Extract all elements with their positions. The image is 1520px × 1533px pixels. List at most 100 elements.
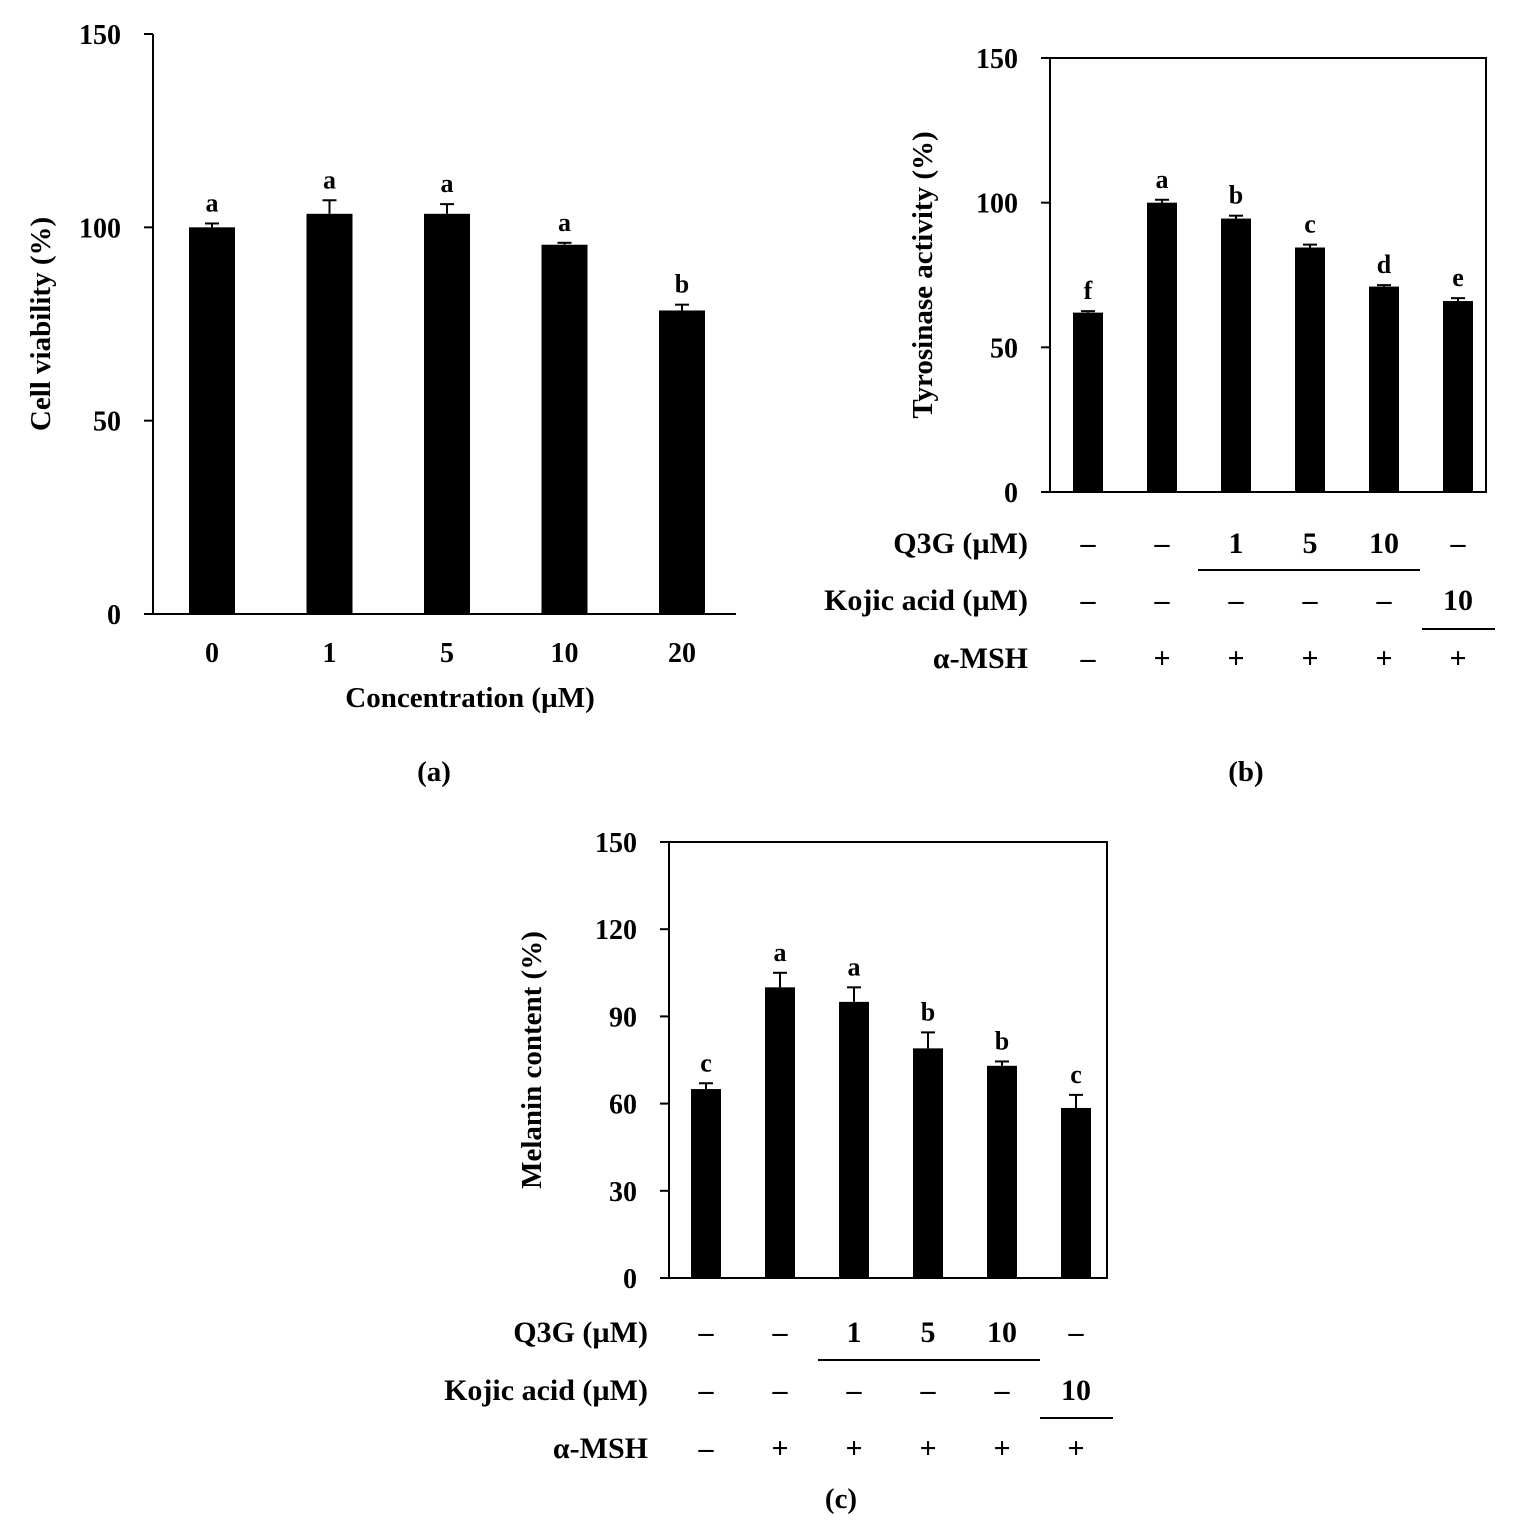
significance-letter: a: [848, 952, 861, 981]
panel-b-tyrosinase-activity-chart: 0 50 100 150 Tyrosinase activity (%) f a b c d e Q3…: [824, 44, 1495, 788]
bar: [987, 1065, 1017, 1278]
bar: [306, 213, 353, 615]
y-axis-title: Melanin content (%): [516, 931, 548, 1189]
y-tick-label: 150: [79, 20, 121, 51]
condition-cell: 1: [847, 1316, 862, 1349]
condition-row-label: α-MSH: [553, 1432, 648, 1465]
condition-cell: 10: [1369, 527, 1399, 560]
condition-cell: –: [1080, 642, 1097, 675]
condition-cell: 5: [921, 1316, 936, 1349]
condition-cell: –: [698, 1316, 715, 1349]
condition-cell: 10: [1061, 1374, 1091, 1407]
condition-cell: –: [1302, 584, 1319, 617]
condition-cell: –: [1080, 584, 1097, 617]
condition-cell: +: [1227, 642, 1244, 675]
significance-letter: a: [558, 208, 571, 237]
bar: [913, 1048, 943, 1278]
significance-letter: b: [675, 270, 689, 299]
x-tick-label: 1: [323, 638, 337, 669]
panel-label: (b): [1228, 756, 1263, 788]
bar: [839, 1001, 869, 1278]
bar: [1369, 286, 1399, 492]
y-tick-label: 90: [609, 1002, 637, 1033]
bar: [1073, 312, 1103, 492]
condition-cell: 10: [987, 1316, 1017, 1349]
condition-cell: +: [771, 1432, 788, 1465]
y-tick-label: 100: [976, 189, 1018, 220]
significance-letter: b: [995, 1026, 1009, 1055]
y-tick-label: 100: [79, 213, 121, 244]
x-tick-label: 5: [440, 638, 454, 669]
y-tick-label: 30: [609, 1177, 637, 1208]
panel-label: (c): [825, 1483, 857, 1515]
condition-cell: –: [698, 1432, 715, 1465]
bar: [1443, 301, 1473, 492]
condition-cell: 10: [1443, 584, 1473, 617]
y-axis-title: Cell viability (%): [25, 217, 57, 431]
condition-cell: –: [846, 1374, 863, 1407]
y-axis-title: Tyrosinase activity (%): [907, 131, 939, 418]
condition-cell: –: [1154, 584, 1171, 617]
plot-frame: [1049, 57, 1487, 493]
y-tick-label: 50: [990, 333, 1018, 364]
bar: [541, 244, 588, 614]
y-tick-label: 0: [1004, 478, 1018, 509]
condition-cell: +: [1301, 642, 1318, 675]
condition-cell: +: [1067, 1432, 1084, 1465]
y-tick-label: 150: [976, 44, 1018, 75]
significance-letter: a: [1156, 165, 1169, 194]
plot-frame: [668, 841, 1108, 1279]
bar: [189, 227, 235, 615]
y-tick-label: 150: [595, 828, 637, 859]
condition-row-label: Kojic acid (µM): [824, 584, 1028, 617]
condition-row-label: α-MSH: [933, 642, 1028, 675]
condition-cell: 5: [1303, 527, 1318, 560]
bar: [1147, 202, 1177, 492]
significance-letter: c: [700, 1048, 712, 1077]
condition-cell: –: [1154, 527, 1171, 560]
y-tick-label: 0: [107, 600, 121, 631]
condition-cell: –: [994, 1374, 1011, 1407]
condition-cell: –: [920, 1374, 937, 1407]
significance-letter: b: [921, 997, 935, 1026]
y-tick-label: 50: [93, 407, 121, 438]
condition-row-label: Q3G (µM): [513, 1316, 648, 1349]
condition-row-label: Q3G (µM): [893, 527, 1028, 560]
bar: [765, 987, 795, 1278]
condition-cell: –: [1376, 584, 1393, 617]
condition-cell: –: [1080, 527, 1097, 560]
y-tick-label: 120: [595, 915, 637, 946]
condition-cell: +: [1375, 642, 1392, 675]
condition-cell: +: [993, 1432, 1010, 1465]
x-tick-label: 0: [205, 638, 219, 669]
x-tick-label: 20: [668, 638, 696, 669]
condition-cell: –: [772, 1316, 789, 1349]
significance-letter: c: [1070, 1060, 1082, 1089]
panel-label: (a): [417, 756, 451, 788]
condition-cell: –: [1450, 527, 1467, 560]
condition-cell: +: [1449, 642, 1466, 675]
significance-letter: b: [1229, 181, 1243, 210]
y-tick-label: 60: [609, 1090, 637, 1121]
significance-letter: a: [323, 165, 336, 194]
bar: [691, 1089, 721, 1278]
bar: [1295, 247, 1325, 492]
condition-cell: –: [1068, 1316, 1085, 1349]
bar: [1061, 1107, 1091, 1278]
condition-cell: +: [919, 1432, 936, 1465]
bar: [424, 213, 470, 615]
significance-letter: a: [441, 169, 454, 198]
condition-row-label: Kojic acid (µM): [444, 1374, 648, 1407]
bar: [1221, 218, 1251, 492]
significance-letter: a: [206, 188, 219, 217]
significance-letter: c: [1304, 210, 1316, 239]
panel-c-melanin-content-chart: 0 30 60 90 120 150 Melanin content (%) c a a b b c Q3…: [444, 828, 1113, 1515]
condition-cell: +: [1153, 642, 1170, 675]
significance-letter: a: [774, 938, 787, 967]
significance-letter: d: [1377, 250, 1392, 279]
condition-cell: 1: [1229, 527, 1244, 560]
condition-cell: –: [698, 1374, 715, 1407]
x-axis-title: Concentration (µM): [345, 682, 594, 714]
condition-cell: –: [1228, 584, 1245, 617]
